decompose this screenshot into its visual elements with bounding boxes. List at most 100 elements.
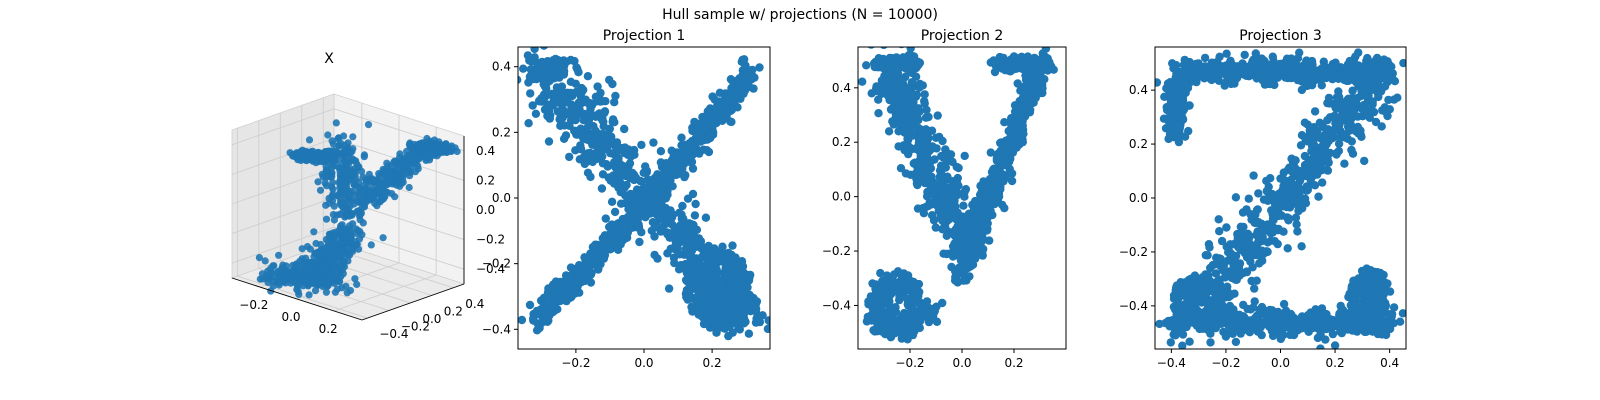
scatter-point: [528, 101, 537, 110]
scatter-point: [1165, 322, 1174, 331]
scatter-point: [1180, 132, 1190, 141]
scatter-point: [1303, 137, 1312, 146]
scatter-point: [881, 78, 890, 87]
scatter-point: [576, 144, 586, 153]
scatter-point: [692, 274, 701, 284]
scatter-point: [1155, 319, 1164, 329]
scatter-point: [920, 96, 929, 106]
scatter-point: [959, 201, 968, 210]
scatter-point: [591, 126, 600, 135]
scatter-point: [598, 159, 608, 168]
scatter-point: [913, 61, 923, 70]
scatter-point: [546, 308, 555, 317]
scatter-point: [716, 254, 725, 263]
scatter-point: [1330, 112, 1340, 121]
scatter-point: [924, 317, 934, 327]
scatter-point: [547, 64, 556, 74]
scatter-point: [711, 324, 720, 334]
scatter-point: [531, 109, 541, 119]
scatter-point: [897, 271, 906, 280]
scatter-point: [623, 212, 633, 222]
scatter-point: [987, 197, 996, 206]
scatter-point: [1199, 288, 1209, 297]
scatter-point: [938, 136, 947, 146]
scatter-point: [1239, 300, 1248, 310]
scatter-point: [734, 323, 743, 333]
scatter-point: [922, 297, 932, 306]
scatter-point: [666, 244, 675, 253]
scatter-point: [726, 117, 735, 126]
scatter-point: [952, 162, 961, 172]
scatter-point: [942, 231, 951, 240]
scatter-point: [1013, 79, 1022, 88]
scatter-point: [1262, 186, 1272, 196]
scatter-point: [1231, 193, 1241, 202]
scatter-point: [1332, 104, 1341, 113]
scatter-point: [1278, 67, 1287, 76]
scatter-point: [891, 59, 900, 68]
scatter-point: [942, 156, 952, 166]
scatter-point: [1331, 149, 1341, 158]
scatter-point: [907, 111, 916, 120]
scatter-point: [1252, 276, 1261, 285]
scatter-point: [881, 293, 890, 302]
scatter-point: [1000, 203, 1009, 213]
scatter-point: [611, 236, 621, 245]
scatter-point: [605, 222, 614, 232]
scatter-point: [535, 323, 544, 333]
scatter-point: [1243, 69, 1253, 78]
scatter-point: [1311, 305, 1320, 314]
scatter-point: [671, 237, 680, 246]
scatter-point: [1249, 303, 1258, 312]
scatter-point: [653, 254, 662, 263]
scatter-point: [1007, 176, 1017, 186]
scatter-point: [1247, 59, 1257, 68]
scatter-point: [701, 213, 711, 222]
scatter-point: [1231, 337, 1241, 347]
scatter-point: [690, 211, 700, 220]
scatter-point: [913, 298, 922, 307]
scatter-point: [960, 151, 969, 161]
scatter-point: [1344, 126, 1354, 136]
scatter-point: [656, 147, 666, 156]
scatter-point: [709, 120, 718, 129]
scatter-point: [1312, 149, 1321, 159]
scatter-point: [1288, 167, 1297, 177]
scatter-point: [1399, 58, 1406, 68]
scatter-point: [543, 90, 553, 100]
scatter-point: [1029, 82, 1039, 91]
scatter-point: [1182, 293, 1191, 302]
scatter-point: [1380, 107, 1390, 116]
scatter-point: [1233, 311, 1243, 321]
y-tick-label: −0.2: [482, 257, 511, 271]
scatter-point: [1028, 55, 1038, 64]
scatter-point: [529, 316, 538, 325]
scatter-point: [884, 300, 894, 310]
scatter-point: [1185, 337, 1194, 346]
scatter-point: [1171, 90, 1180, 99]
scatter-point: [591, 97, 601, 106]
scatter-point: [1348, 149, 1358, 158]
scatter-point: [1213, 298, 1222, 307]
scatter-point: [896, 102, 905, 111]
scatter-point: [904, 130, 913, 139]
scatter-point: [1232, 275, 1241, 284]
scatter-point: [1319, 122, 1328, 132]
scatter-point: [551, 54, 560, 64]
scatter-point: [1265, 223, 1275, 232]
scatter-point: [1351, 52, 1360, 61]
x-tick-label: 0.0: [952, 356, 971, 370]
y-tick-label: 0.4: [492, 60, 511, 74]
projection-1-axes: [514, 46, 771, 353]
scatter-point: [1219, 261, 1229, 270]
scatter-point: [765, 317, 770, 326]
scatter-point: [688, 126, 697, 136]
scatter-point: [1216, 254, 1225, 264]
scatter-point: [1230, 62, 1239, 72]
scatter-point: [1297, 242, 1306, 251]
scatter-point: [880, 47, 888, 50]
scatter-point: [544, 296, 553, 305]
scatter-point: [1283, 323, 1293, 332]
scatter-point: [885, 325, 895, 334]
